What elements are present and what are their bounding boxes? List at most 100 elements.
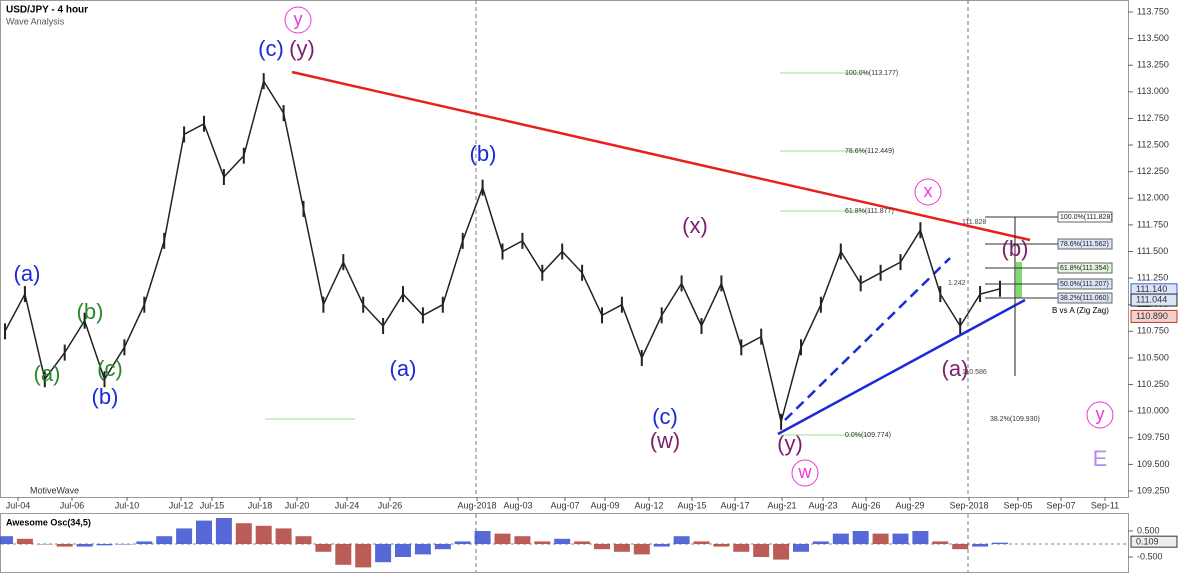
wave-label: (y) (289, 36, 315, 61)
wave-label: (b) (77, 299, 104, 324)
osc-bar (454, 541, 471, 544)
osc-bar (972, 544, 989, 547)
subtitle: Wave Analysis (6, 16, 65, 26)
price-annotation: 1.242 (948, 280, 966, 287)
price-flag-label: 110.890 (1136, 311, 1168, 321)
support-line (777, 298, 1026, 436)
osc-bar (932, 541, 949, 544)
osc-tick-label: -0.500 (1137, 551, 1163, 561)
osc-bar (812, 541, 829, 544)
price-tick-label: 110.500 (1137, 352, 1169, 362)
price-annotation: 111.828 (962, 219, 986, 226)
date-label: Jul-15 (200, 500, 225, 510)
fib-caption: B vs A (Zig Zag) (1052, 306, 1109, 315)
date-label: Jul-10 (115, 500, 140, 510)
osc-bar (335, 544, 352, 565)
price-flag-label: 111.140 (1136, 284, 1167, 294)
date-label: Aug-15 (677, 500, 706, 510)
date-label: Aug-09 (590, 500, 619, 510)
osc-bar (494, 533, 511, 544)
wave-label: (b) (1002, 236, 1029, 261)
osc-bar (574, 541, 591, 544)
channel-line (784, 257, 951, 421)
wave-label: E (1093, 446, 1108, 471)
price-tick-label: 110.750 (1137, 326, 1169, 336)
date-label: Aug-26 (851, 500, 880, 510)
price-tick-label: 111.250 (1137, 272, 1168, 282)
price-tick-label: 113.500 (1137, 33, 1169, 43)
wave-label: (x) (682, 213, 708, 238)
date-label: Jul-26 (378, 500, 403, 510)
price-tick-label: 110.250 (1137, 379, 1169, 389)
osc-bar (514, 536, 531, 544)
date-label: Jul-24 (335, 500, 360, 510)
wave-circle (791, 459, 819, 487)
osc-bar (434, 544, 451, 550)
osc-bar (96, 544, 113, 546)
osc-bar (832, 533, 849, 544)
osc-bar (16, 538, 33, 544)
osc-bar (315, 544, 332, 552)
price-tick-label: 112.000 (1137, 193, 1169, 203)
osc-bar (295, 536, 312, 544)
osc-bar (196, 520, 212, 544)
price-tick-label: 109.500 (1137, 459, 1170, 469)
osc-bar (892, 533, 909, 544)
osc-title: Awesome Osc(34,5) (6, 517, 91, 527)
osc-bar (793, 544, 809, 552)
osc-bar (176, 528, 193, 544)
price-tick-label: 112.750 (1137, 113, 1169, 123)
price-tick-label: 113.250 (1137, 60, 1169, 70)
wave-label: y (294, 9, 303, 29)
price-annotation: 110.586 (962, 369, 987, 376)
fib-label: 0.0%(109.774) (845, 432, 891, 439)
fib-label: 38.2%(109.930) (990, 416, 1040, 423)
fib-label: 61.8%(111.877) (845, 208, 894, 215)
osc-bar (56, 544, 73, 547)
price-tick-label: 109.750 (1137, 432, 1170, 442)
date-label: Aug-12 (634, 500, 663, 510)
price-tick-label: 112.500 (1137, 139, 1169, 149)
wave-label: (c) (652, 404, 678, 429)
wave-label: (w) (650, 428, 681, 453)
fib-label: 61.8%(111.354) (1060, 265, 1109, 272)
date-label: Aug-23 (808, 500, 837, 510)
price-tick-label: 110.000 (1137, 406, 1169, 416)
date-label: Aug-07 (550, 500, 579, 510)
date-label: Aug-2018 (457, 500, 496, 510)
wave-label: (b) (470, 141, 497, 166)
wave-label: x (924, 181, 933, 201)
osc-bar (375, 544, 392, 563)
wave-label: (a) (942, 356, 969, 381)
date-label: Sep-07 (1046, 500, 1075, 510)
wave-label: (c) (97, 356, 123, 381)
wave-label: y (1096, 404, 1105, 424)
date-label: Aug-21 (767, 500, 796, 510)
wave-circle (1086, 401, 1114, 429)
wave-label: (c) (258, 36, 284, 61)
price-tick-label: 111.500 (1137, 246, 1168, 256)
osc-tick-label: 0.500 (1137, 525, 1160, 535)
fib-zone (1016, 262, 1022, 298)
osc-bar (673, 536, 690, 544)
osc-bar (474, 531, 491, 544)
osc-bar (733, 544, 750, 552)
price-tick-label: 112.250 (1137, 166, 1169, 176)
date-label: Jul-04 (6, 500, 31, 510)
osc-bar (633, 544, 650, 555)
price-flag-label: 111.044 (1136, 294, 1167, 304)
osc-bar (713, 544, 730, 547)
osc-bar (872, 533, 889, 544)
wave-label: (b) (92, 384, 119, 409)
osc-bar (36, 544, 53, 545)
date-label: Jul-18 (248, 500, 273, 510)
price-tick-label: 113.750 (1137, 6, 1169, 16)
osc-bar (952, 544, 969, 550)
osc-bar (753, 544, 770, 557)
date-label: Sep-11 (1091, 500, 1119, 510)
osc-flag (1130, 535, 1178, 548)
wave-label: (a) (390, 356, 417, 381)
osc-bar (992, 542, 1008, 544)
osc-bar (693, 541, 710, 544)
price-tick-label: 113.000 (1137, 86, 1169, 96)
